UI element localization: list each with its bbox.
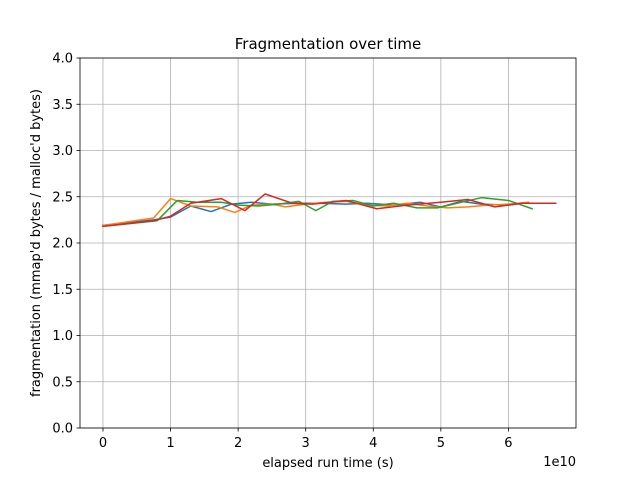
y-tick-label: 1.5: [52, 283, 73, 298]
x-tick-label: 4: [369, 436, 377, 451]
y-tick-label: 3.5: [52, 98, 73, 113]
y-tick-label: 0.0: [52, 422, 73, 437]
y-tick-label: 1.0: [52, 329, 73, 344]
x-axis-offset-label: 1e10: [543, 455, 576, 470]
chart-title: Fragmentation over time: [235, 35, 421, 53]
y-axis-label: fragmentation (mmap'd bytes / malloc'd b…: [29, 89, 44, 397]
x-tick-label: 6: [504, 436, 512, 451]
x-tick-label: 0: [99, 436, 107, 451]
x-tick-label: 5: [437, 436, 445, 451]
y-tick-label: 2.5: [52, 190, 73, 205]
x-tick-label: 2: [234, 436, 242, 451]
grid: [80, 57, 576, 429]
y-tick-label: 3.0: [52, 144, 73, 159]
y-tick-label: 2.0: [52, 237, 73, 252]
x-tick-label: 3: [302, 436, 310, 451]
y-tick-label: 4.0: [52, 52, 73, 67]
x-axis-label: elapsed run time (s): [262, 456, 393, 471]
x-tick-label: 1: [166, 436, 174, 451]
y-tick-label: 0.5: [52, 375, 73, 390]
series-line-series-4: [102, 193, 557, 228]
series-lines: [102, 193, 557, 228]
axis-ticks: 0 1 2 3 4 5 6 0.0 0.5 1.0 1.5 2.0 2.5 3.0 3.5 4.0: [52, 52, 512, 452]
